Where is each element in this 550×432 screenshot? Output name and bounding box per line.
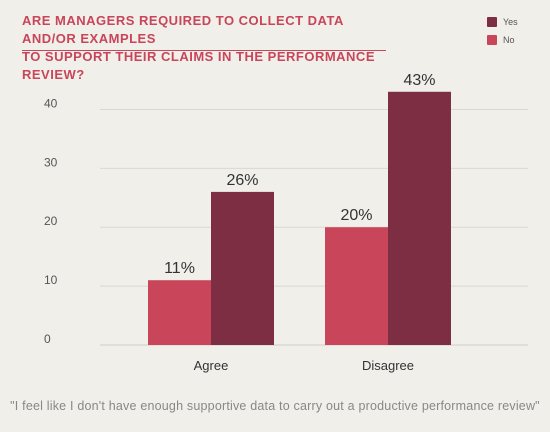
- title-underline: [22, 50, 386, 51]
- legend-item-no: No: [487, 32, 518, 47]
- data-label-agree-no: 11%: [164, 260, 195, 277]
- data-label-disagree-yes: 43%: [403, 72, 435, 89]
- y-tick-label-30: 30: [44, 155, 58, 169]
- x-category-label-agree: Agree: [194, 358, 229, 373]
- legend-swatch-no: [487, 34, 497, 45]
- y-tick-label-10: 10: [44, 273, 58, 287]
- bar-disagree-no: [325, 227, 388, 345]
- y-tick-label-20: 20: [44, 214, 58, 228]
- chart-title: ARE MANAGERS REQUIRED TO COLLECT DATA AN…: [22, 13, 375, 82]
- bar-disagree-yes: [388, 91, 451, 346]
- data-label-agree-yes: 26%: [226, 172, 258, 189]
- legend-swatch-yes: [487, 16, 497, 27]
- bar-agree-yes: [211, 191, 274, 345]
- data-label-disagree-no: 20%: [340, 207, 372, 224]
- y-tick-label-40: 40: [44, 96, 58, 110]
- legend-label-no: No: [503, 34, 515, 45]
- footer-quote: "I feel like I don't have enough support…: [10, 399, 540, 413]
- x-category-label-disagree: Disagree: [362, 358, 414, 373]
- y-tick-label-0: 0: [44, 332, 51, 346]
- bar-agree-no: [148, 280, 211, 345]
- legend-item-yes: Yes: [487, 14, 518, 29]
- legend-label-yes: Yes: [503, 16, 518, 27]
- chart-legend: Yes No: [487, 14, 518, 50]
